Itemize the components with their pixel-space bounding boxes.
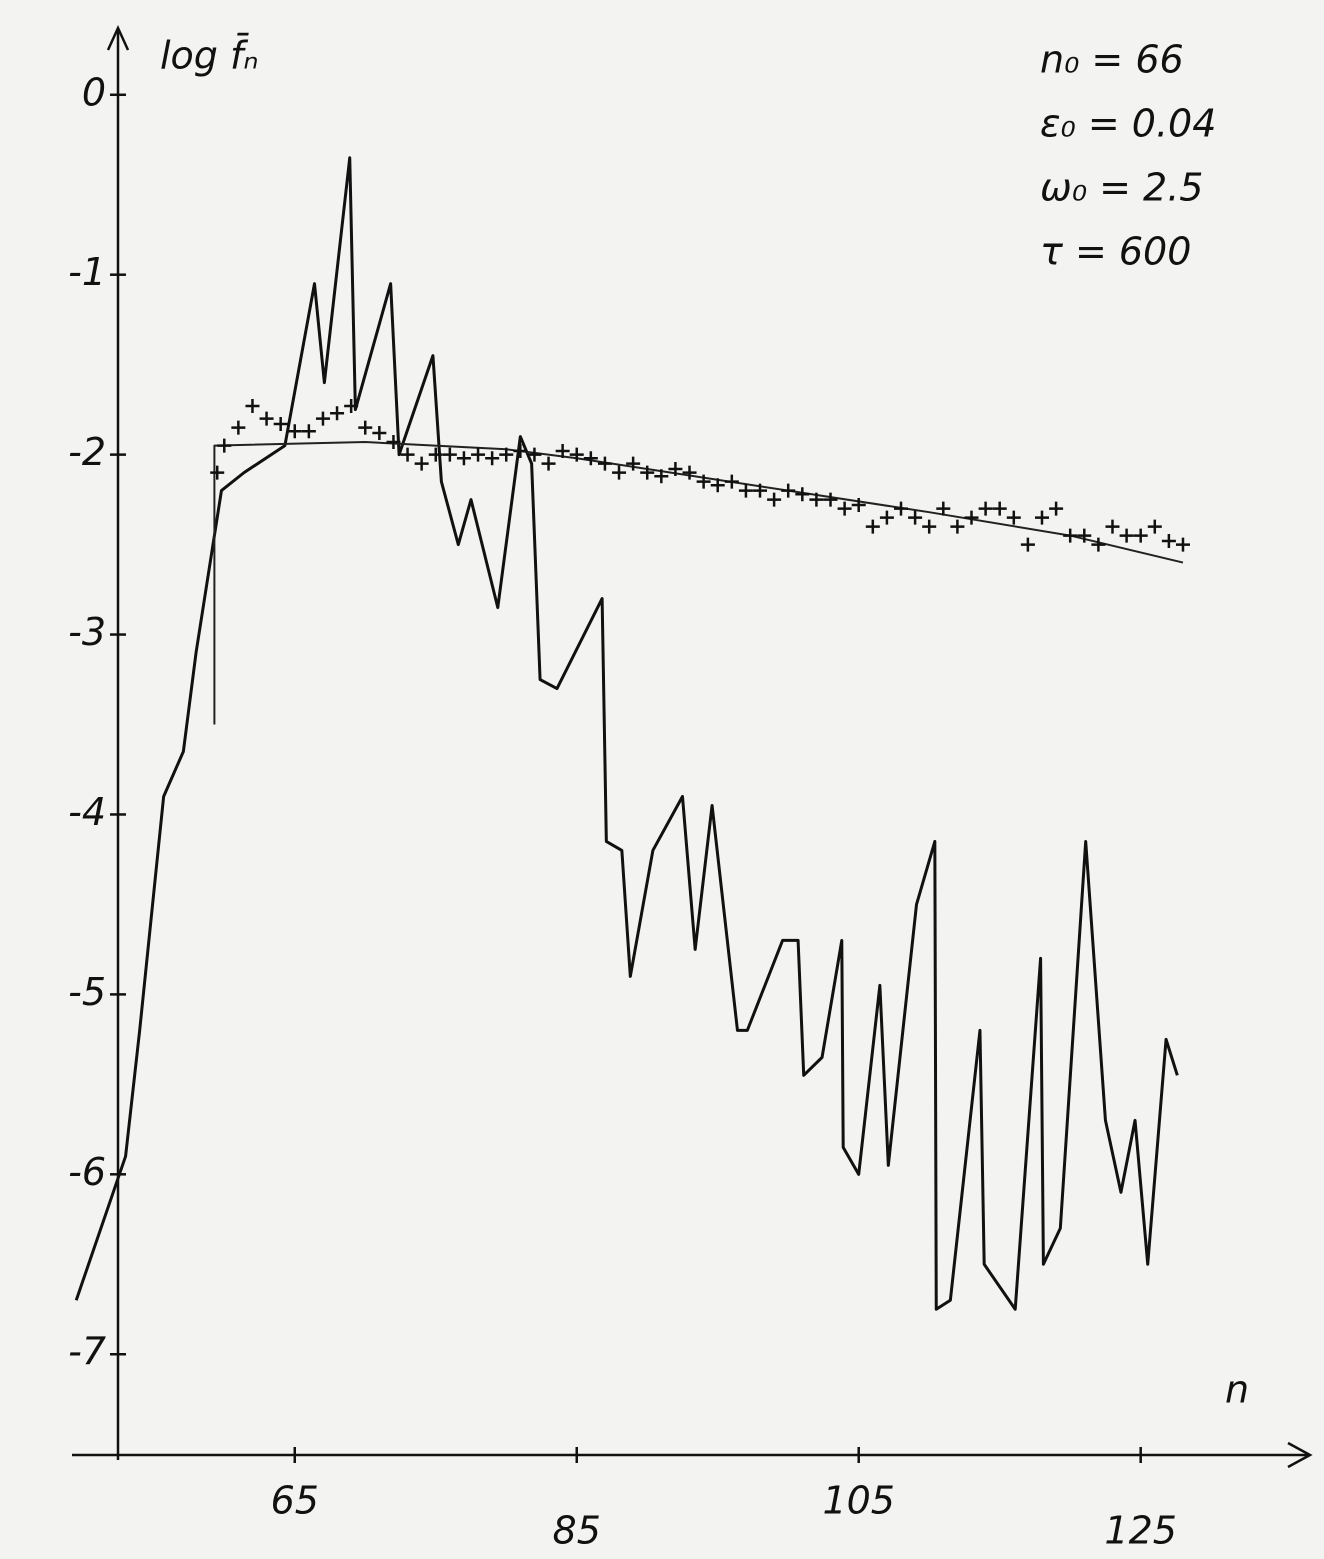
plus-marker [358,420,373,435]
plus-marker [259,411,274,426]
plus-marker [217,438,232,453]
plus-marker [922,519,937,534]
x-tick-label: 85 [553,1509,601,1553]
annotation: τ = 600 [1040,230,1191,274]
plus-marker [1020,537,1035,552]
x-axis-label: n [1225,1368,1249,1412]
plus-marker [301,424,316,439]
plus-marker [1133,528,1148,543]
plus-marker [908,510,923,525]
plus-marker [1091,537,1106,552]
plus-marker [894,501,909,516]
plus-marker [245,399,260,414]
plus-marker [795,487,810,502]
y-tick-label: -4 [68,790,106,834]
plus-marker [1063,528,1078,543]
annotations: n₀ = 66 ε₀ = 0.04 ω₀ = 2.5 τ = 600 [1040,38,1216,274]
plus-marker [654,469,669,484]
plus-marker [527,447,542,462]
plus-marker [978,501,993,516]
y-tick-label: -5 [68,970,106,1014]
plus-marker [1105,519,1120,534]
plus-marker [597,456,612,471]
x-axis-arrow [1287,1441,1313,1469]
plus-marker [414,456,429,471]
plus-marker [499,447,514,462]
data-line [74,156,1179,1311]
plus-marker [442,447,457,462]
annotation: n₀ = 66 [1040,38,1184,82]
plus-marker [485,451,500,466]
y-tick-label: 0 [82,70,106,114]
plus-marker [612,465,627,480]
plus-marker [1147,519,1162,534]
data-line [213,441,1184,725]
plus-marker [583,451,598,466]
plus-marker [569,447,584,462]
plus-marker [372,426,387,441]
plus-marker [710,478,725,493]
plus-marker [851,498,866,512]
plus-marker [541,456,556,471]
plus-marker [210,465,225,480]
x-tick-label: 125 [1104,1509,1177,1553]
plus-marker [273,417,288,432]
plus-marker [513,444,528,459]
plus-marker [640,465,655,480]
plus-marker [626,456,641,471]
x-tick-label: 105 [822,1479,895,1523]
plus-marker [315,411,330,426]
plus-marker [668,462,683,477]
plus-marker [992,501,1007,516]
plus-marker [753,483,768,498]
plus-marker [823,492,838,507]
plus-marker [724,474,739,489]
plus-marker [555,444,570,459]
y-tick-label: -7 [68,1330,106,1374]
y-axis-arrow [106,24,130,51]
plus-marker [767,492,782,507]
plus-marker [1049,501,1064,516]
plus-marker [781,483,796,498]
plus-marker [809,492,824,507]
plus-marker [456,451,471,466]
y-tick-label: -2 [68,430,106,474]
plus-marker [1077,528,1092,543]
plus-marker [1175,537,1190,552]
plus-marker [287,424,302,439]
y-tick-label: -3 [68,610,106,654]
plus-marker [879,510,894,525]
annotation: ε₀ = 0.04 [1040,102,1216,146]
plus-marker [330,406,345,421]
plus-marker [837,501,852,516]
plus-marker [231,420,246,435]
annotation: ω₀ = 2.5 [1040,166,1204,210]
plus-marker [400,447,415,462]
plus-marker [1161,533,1176,548]
plus-marker [1006,510,1021,525]
plus-marker [696,474,711,489]
y-tick-label: -1 [68,250,106,294]
plus-marker [386,435,401,450]
plus-marker [1034,510,1049,525]
y-axis-label: log f̄ₙ [160,34,259,78]
plus-marker [865,519,880,534]
x-tick-label: 65 [271,1479,319,1523]
plus-marker [428,447,443,462]
y-tick-label: -6 [68,1150,106,1194]
plus-marker [964,510,979,525]
plus-marker [471,447,486,462]
plus-marker [682,465,697,480]
plus-marker [936,501,951,516]
plus-marker [1119,528,1134,543]
plus-marker [344,399,359,414]
plus-marker [738,483,753,498]
plus-marker [950,519,965,534]
